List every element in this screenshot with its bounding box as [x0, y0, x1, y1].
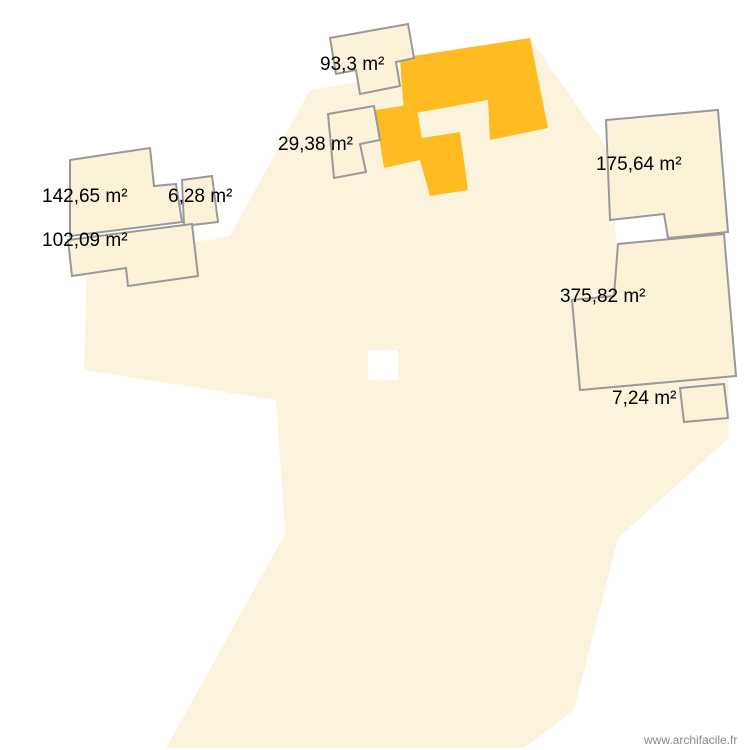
room-label: 29,38 m² — [278, 134, 353, 155]
room-label: 375,82 m² — [560, 286, 646, 307]
room-shape — [680, 384, 728, 422]
room-label: 93,3 m² — [320, 54, 384, 75]
floor-plan: 93,3 m² 29,38 m² 175,64 m² 142,65 m² 6,2… — [0, 0, 750, 750]
parcel-cutout — [368, 350, 398, 380]
room-label: 102,09 m² — [42, 230, 128, 251]
room-label: 175,64 m² — [596, 154, 682, 175]
room-label: 6,28 m² — [168, 186, 232, 207]
watermark-text: www.archifacile.fr — [643, 733, 737, 747]
room-label: 7,24 m² — [612, 388, 676, 409]
room-label: 142,65 m² — [42, 186, 128, 207]
